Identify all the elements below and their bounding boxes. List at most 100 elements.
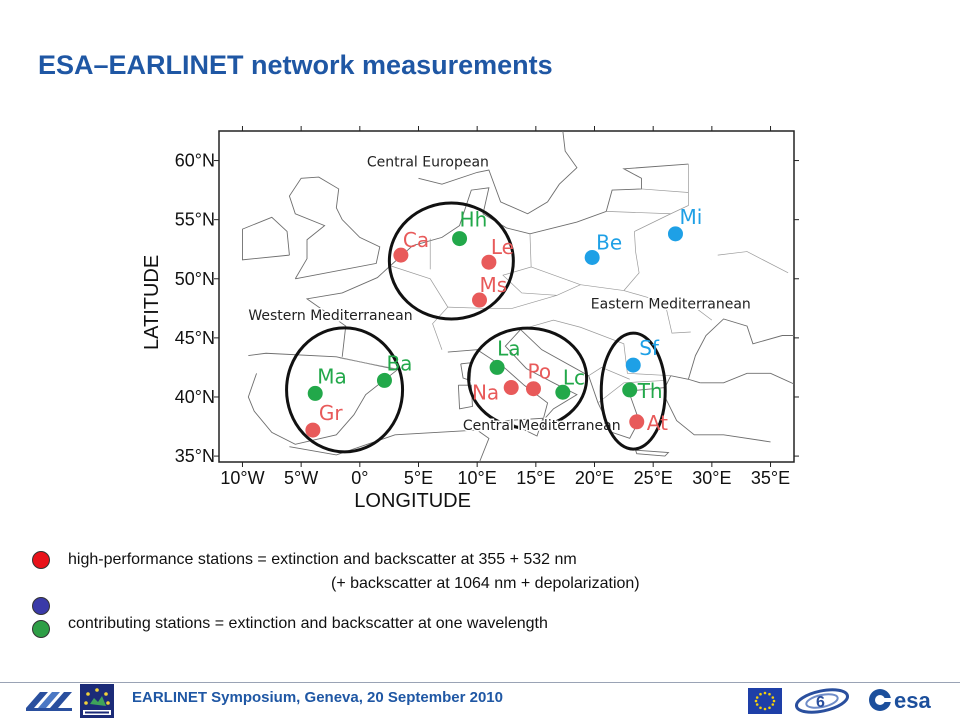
lat-tick-label: 55°N [175,210,215,230]
lat-tick-label: 40°N [175,387,215,407]
lon-tick-label: 20°E [575,468,614,488]
station-marker [452,231,468,247]
border-line [717,251,789,274]
coastline [289,429,490,463]
lon-tick-label: 0° [351,468,368,488]
y-axis-label: LATITUDE [141,255,163,350]
station-marker [376,372,392,388]
legend-contributing: contributing stations = extinction and b… [68,615,548,632]
coastline [288,176,381,280]
station-map: 60°N 55°N 50°N 45°N 40°N 35°N10°W 5°W 0° 5°E 10°E… [141,126,799,512]
lon-tick-label: 10°W [220,468,264,488]
station-marker [625,357,641,373]
region-ellipse [599,331,667,451]
station-label: Na [472,381,499,405]
station-label: Hh [460,208,488,232]
coastline [247,352,399,445]
lon-tick-label: 15°E [516,468,555,488]
border-line [641,188,689,193]
coastline [664,396,771,443]
station-label: Po [527,360,551,384]
lon-tick-label: 25°E [634,468,673,488]
station-label: Ma [317,364,347,388]
legend-dot-blue [32,597,50,615]
svg-text:6: 6 [816,694,825,711]
fp6-logo: 6 [794,688,850,714]
legend-dot-red [32,551,50,569]
station-marker [393,247,409,263]
station-label: Ca [403,228,429,252]
station-marker [305,422,321,438]
lat-tick-label: 45°N [175,328,215,348]
legend-dot-green [32,620,50,638]
region-label: Central Mediterranean [463,418,621,434]
border-line [588,367,630,380]
legend-high-performance-line2: (+ backscatter at 1064 nm + depolarizati… [331,575,640,592]
region-label: Western Mediterranean [248,308,412,324]
coastline [390,163,689,267]
border-line [447,284,624,309]
station-label: Gr [319,401,343,425]
coastline [700,372,795,385]
region-ellipse [285,326,405,454]
station-label: Le [491,235,514,259]
station-marker [489,359,505,375]
x-axis-label: LONGITUDE [354,490,471,512]
station-label: La [497,336,520,360]
earlinet-logo [80,684,114,718]
svg-text:esa: esa [894,688,931,713]
border-line [597,380,665,404]
lon-tick-label: 5°W [284,468,318,488]
border-line [664,302,691,334]
border-line [531,266,581,286]
coastline [687,318,794,380]
border-line [502,233,557,296]
region-label: Central European [367,154,489,170]
coastline [418,130,578,215]
station-marker [503,380,519,396]
lon-tick-label: 30°E [692,468,731,488]
station-marker [481,254,497,270]
lat-tick-label: 35°N [175,446,215,466]
ift-logo [26,692,72,711]
lat-tick-label: 50°N [175,269,215,289]
border-line [339,357,396,369]
station-label: Lc [563,365,585,389]
station-label: Sf [639,336,660,360]
coastline [305,265,391,357]
border-line [623,231,640,291]
eu-flag-logo [748,688,782,714]
station-marker [555,384,571,400]
region-ellipse [387,201,515,321]
region-ellipse [467,326,589,430]
station-label: Be [596,230,622,254]
station-label: Ba [386,351,412,375]
border-line [634,164,689,232]
station-marker [667,226,683,242]
esa-logo: esa [869,688,931,713]
coastline [520,329,701,439]
footer-divider [0,682,960,683]
lon-tick-label: 5°E [404,468,433,488]
coastline [635,449,670,457]
footer-text: EARLINET Symposium, Geneva, 20 September… [132,689,503,706]
station-marker [525,381,541,397]
station-marker [307,385,323,401]
legend-high-performance-line1: high-performance stations = extinction a… [68,551,577,568]
station-marker [629,414,645,430]
country-borders [339,164,789,404]
lon-tick-label: 35°E [751,468,790,488]
station-marker [584,249,600,265]
station-label: Th [637,379,663,403]
station-marker [472,292,488,308]
coastline [457,384,473,410]
slide-title: ESA–EARLINET network measurements [38,50,553,80]
station-label: At [647,411,668,435]
station-marker [622,382,638,398]
lon-tick-label: 10°E [458,468,497,488]
border-line [520,319,671,377]
border-line [606,211,671,215]
region-label: Eastern Mediterranean [591,296,751,312]
lat-tick-label: 60°N [175,151,215,171]
coastline [242,216,290,261]
